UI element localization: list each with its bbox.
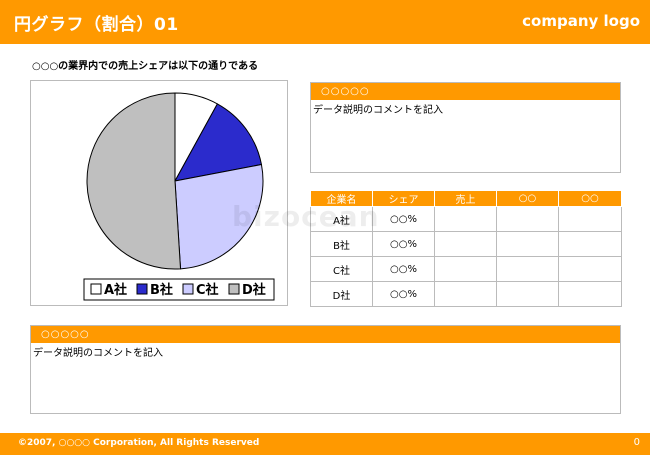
cell-company: B社 — [310, 231, 373, 257]
cell-extra-2 — [558, 256, 622, 282]
cell-extra-1 — [496, 256, 559, 282]
bottom-panel-comment: データ説明のコメントを記入 — [33, 348, 163, 359]
cell-extra-1 — [496, 206, 559, 232]
top-panel-heading: ○○○○○ — [311, 83, 620, 100]
legend-swatch-2 — [136, 283, 148, 295]
legend-swatch-1 — [90, 283, 102, 295]
cell-share: ○○% — [372, 256, 435, 282]
table-row: C社 ○○% — [310, 256, 622, 282]
top-comment-panel: ○○○○○ データ説明のコメントを記入 — [310, 82, 621, 173]
cell-extra-2 — [558, 231, 622, 257]
cell-sales — [434, 206, 497, 232]
legend-box — [83, 278, 275, 301]
legend-label-3: C社 — [196, 282, 219, 298]
cell-company: C社 — [310, 256, 373, 282]
pie-slice-4 — [86, 92, 182, 270]
top-panel-comment: データ説明のコメントを記入 — [313, 105, 443, 116]
share-table: 企業名 シェア 売上 ○○ ○○ A社 ○○% B社 ○○% C社 ○○% — [310, 191, 622, 307]
cell-extra-1 — [496, 281, 559, 307]
company-logo: company logo — [522, 12, 640, 30]
legend-label-4: D社 — [242, 282, 266, 298]
table-header-row: 企業名 シェア 売上 ○○ ○○ — [310, 191, 622, 207]
cell-company: D社 — [310, 281, 373, 307]
col-header-company: 企業名 — [310, 191, 373, 207]
page-title: 円グラフ（割合）01 — [14, 15, 179, 35]
bottom-comment-panel: ○○○○○ データ説明のコメントを記入 — [30, 325, 621, 414]
legend-swatch-3 — [182, 283, 194, 295]
bottom-panel-heading: ○○○○○ — [31, 326, 620, 343]
col-header-share: シェア — [372, 191, 435, 207]
table-row: D社 ○○% — [310, 281, 622, 307]
legend-label-2: B社 — [150, 282, 173, 298]
pie-chart-area: A社 B社 C社 D社 — [30, 80, 288, 306]
page-number: 0 — [633, 437, 640, 448]
col-header-extra-1: ○○ — [496, 191, 559, 207]
footer-bar: ©2007, ○○○○ Corporation, All Rights Rese… — [0, 433, 650, 455]
slide-subtitle: ○○○の業界内での売上シェアは以下の通りである — [32, 61, 259, 72]
cell-sales — [434, 281, 497, 307]
col-header-sales: 売上 — [434, 191, 497, 207]
pie-chart: A社 B社 C社 D社 — [83, 92, 275, 301]
cell-company: A社 — [310, 206, 373, 232]
cell-share: ○○% — [372, 231, 435, 257]
cell-sales — [434, 231, 497, 257]
copyright-text: ©2007, ○○○○ Corporation, All Rights Rese… — [18, 438, 260, 448]
legend-swatch-4 — [228, 283, 240, 295]
cell-share: ○○% — [372, 281, 435, 307]
col-header-extra-2: ○○ — [558, 191, 622, 207]
cell-extra-2 — [558, 206, 622, 232]
table-row: A社 ○○% — [310, 206, 622, 232]
cell-extra-1 — [496, 231, 559, 257]
pie-slice-3 — [174, 163, 264, 270]
cell-extra-2 — [558, 281, 622, 307]
legend-label-1: A社 — [104, 282, 127, 298]
cell-share: ○○% — [372, 206, 435, 232]
header-bar: 円グラフ（割合）01 company logo — [0, 0, 650, 44]
table-row: B社 ○○% — [310, 231, 622, 257]
pie-slice-2 — [174, 103, 263, 182]
cell-sales — [434, 256, 497, 282]
